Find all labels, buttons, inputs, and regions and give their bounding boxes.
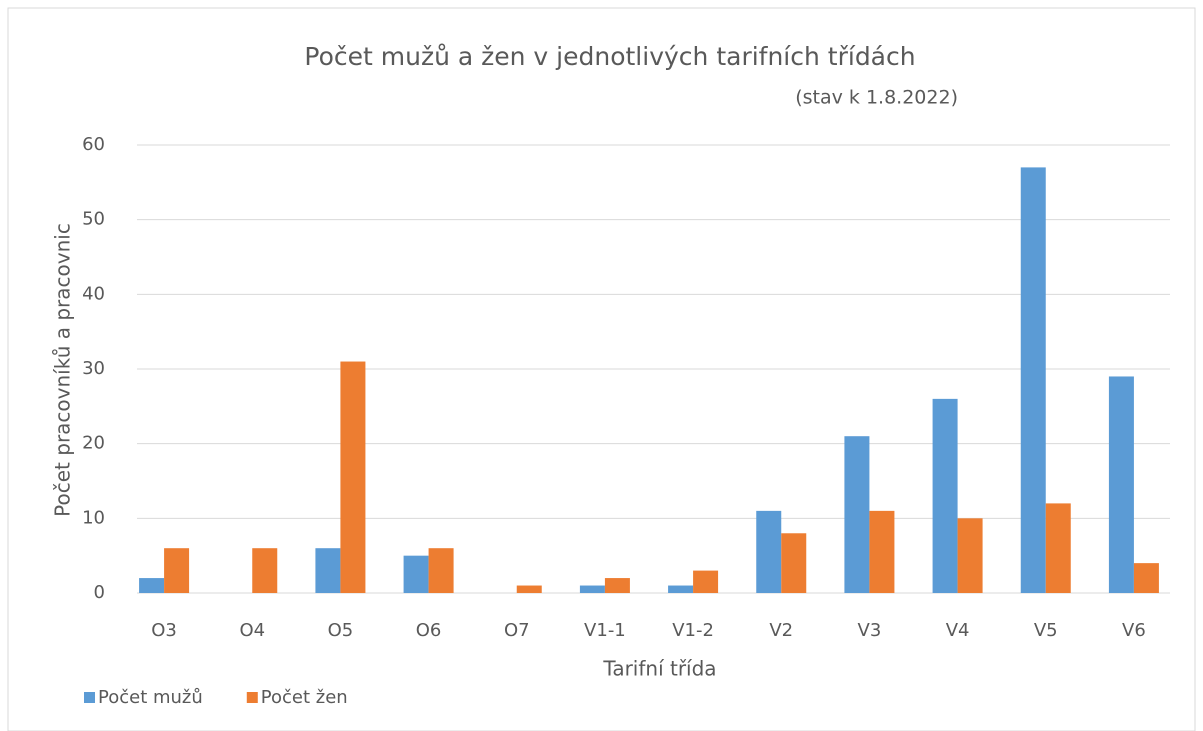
y-tick-label: 10 [82,507,105,528]
bar [844,436,870,593]
bar [693,570,719,593]
bar [604,578,630,593]
bar [252,548,278,593]
legend-swatch [246,692,258,703]
chart-title: Počet mužů a žen v jednotlivých tarifníc… [304,42,915,71]
y-axis-title: Počet pracovníků a pracovnic [51,223,75,517]
x-tick-label: V1-1 [584,620,626,641]
bar [403,555,429,593]
x-tick-label: V5 [1034,620,1058,641]
x-tick-label: O3 [151,620,177,641]
chart-subtitle: (stav k 1.8.2022) [795,87,958,109]
y-tick-label: 50 [82,209,105,230]
bar [1133,563,1159,593]
x-tick-label: O5 [328,620,354,641]
y-tick-label: 40 [82,283,105,304]
x-tick-label: V3 [858,620,882,641]
y-tick-label: 60 [82,134,105,155]
bar [781,533,807,593]
x-axis-title: Tarifní třída [602,657,716,681]
bar [428,548,454,593]
bar [315,548,341,593]
bar [1045,503,1071,593]
x-tick-label: O6 [416,620,442,641]
bar [668,585,694,593]
bar [1020,167,1046,593]
y-tick-label: 30 [82,358,105,379]
legend-label: Počet žen [261,687,348,708]
y-tick-label: 0 [94,582,105,603]
x-tick-label: V2 [769,620,793,641]
bar [957,518,983,593]
bar [340,361,366,593]
bar [756,510,782,593]
legend-swatch [84,692,95,703]
bar [164,548,190,593]
bar [1108,376,1134,593]
y-tick-label: 20 [82,433,105,454]
bar [139,578,165,593]
bar [869,510,895,593]
x-tick-label: V6 [1122,620,1146,641]
x-tick-label: V4 [946,620,970,641]
legend-label: Počet mužů [98,687,203,708]
bar [579,585,605,593]
bar [516,585,542,593]
x-tick-label: V1-2 [672,620,714,641]
bar [932,398,958,593]
x-tick-label: O4 [239,620,265,641]
x-tick-label: O7 [504,620,530,641]
